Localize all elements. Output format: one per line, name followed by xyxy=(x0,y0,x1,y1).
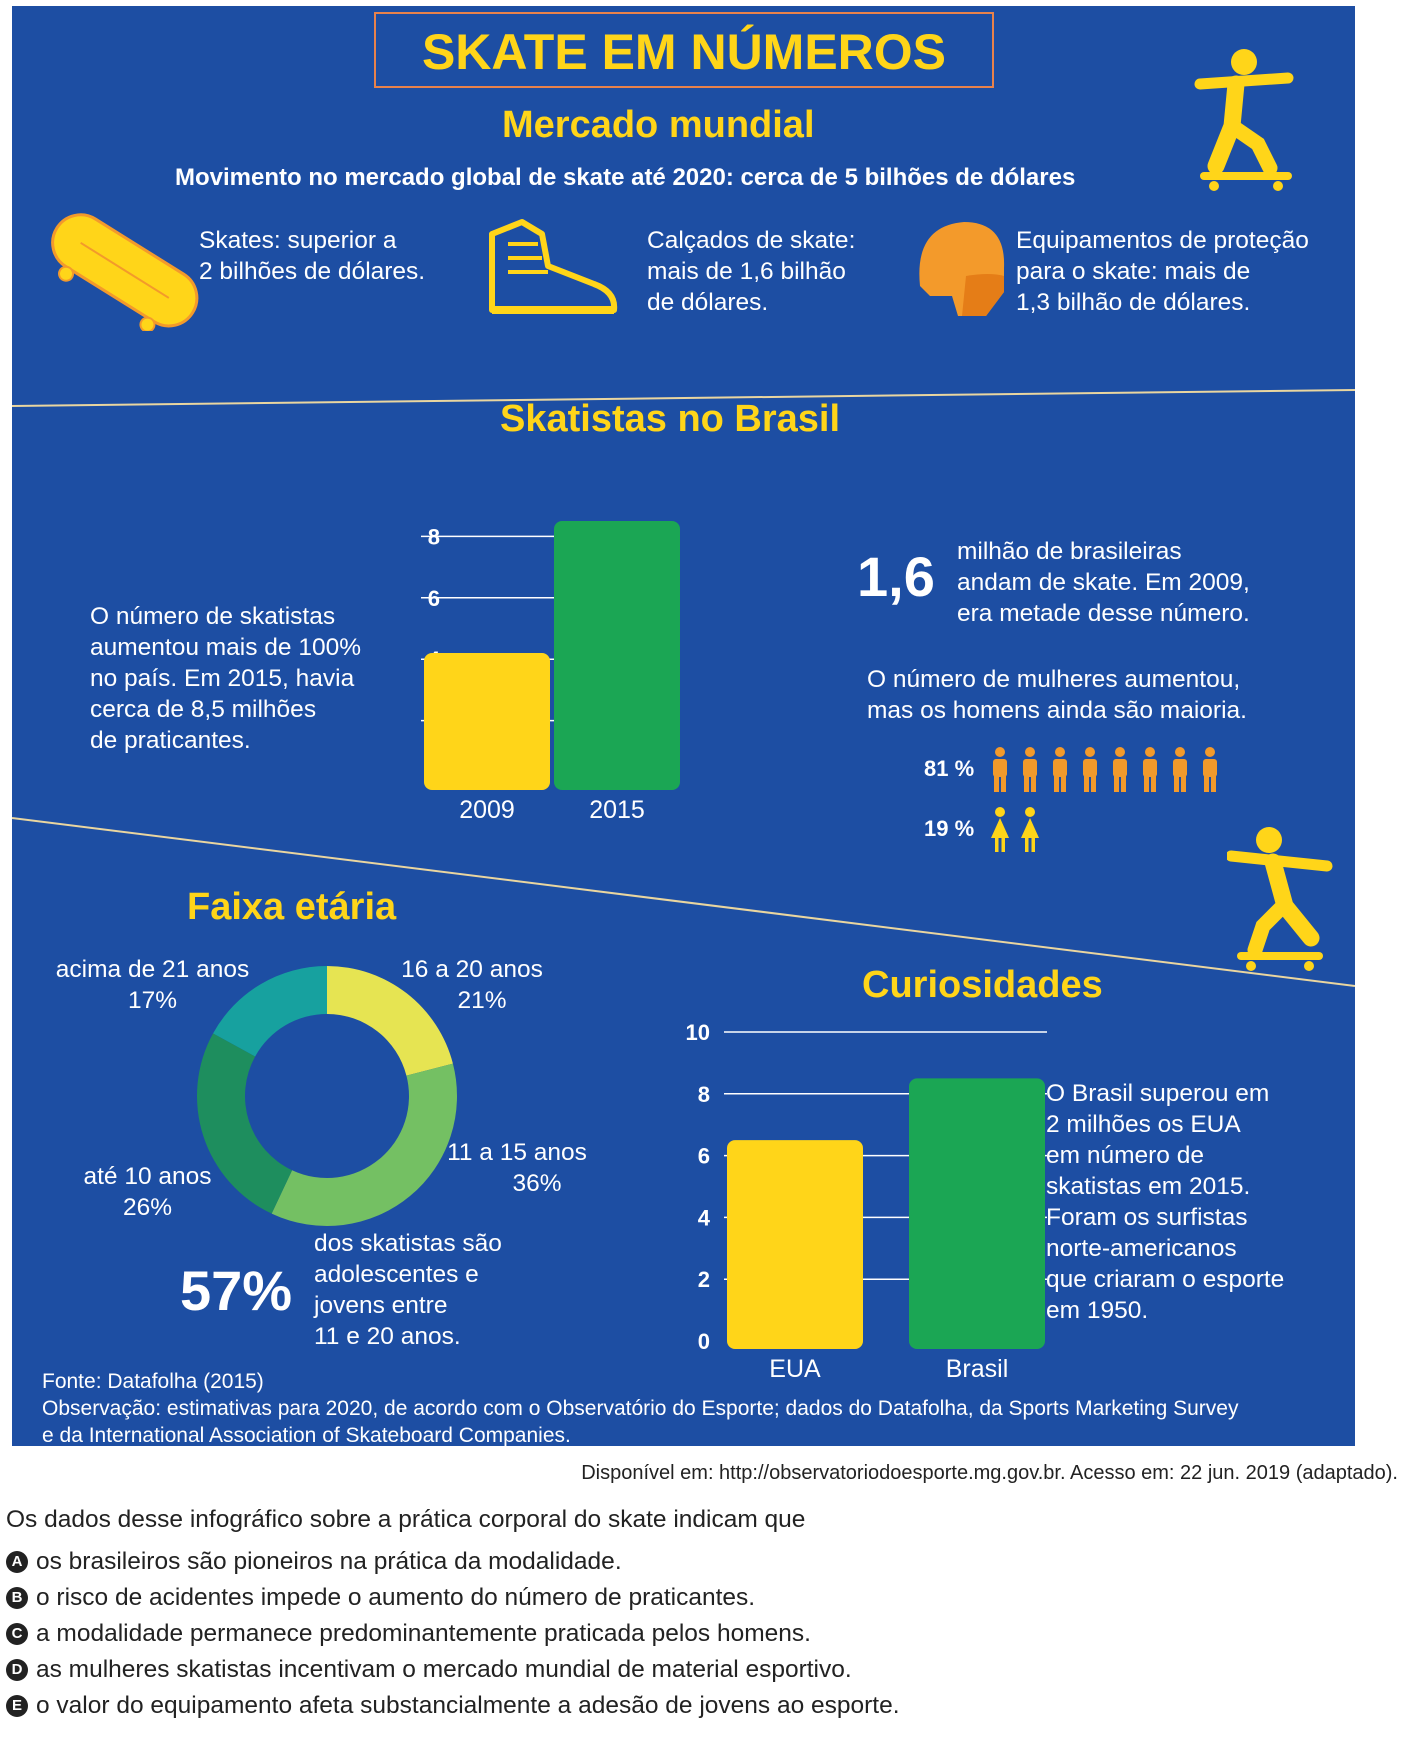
age-donut-chart xyxy=(196,966,457,1226)
shoe-icon xyxy=(489,219,618,314)
man-icon xyxy=(1083,747,1097,792)
divider xyxy=(12,389,1355,407)
brasil-bar-chart: 024681020092015 xyxy=(416,486,680,824)
obs-line-2: e da International Association of Skateb… xyxy=(42,1424,571,1446)
y-tick-label: 4 xyxy=(698,1205,711,1230)
divider-2 xyxy=(12,817,1355,987)
x-category-label: Brasil xyxy=(946,1355,1009,1383)
calcados-text: Calçados de skate: mais de 1,6 bilhão de d… xyxy=(647,227,856,316)
gender-text: O número de mulheres aumentou, mas os hom… xyxy=(867,666,1247,724)
mercado-subtitle: Movimento no mercado global de skate até… xyxy=(175,164,1076,191)
curiosidades-heading: Curiosidades xyxy=(862,964,1103,1006)
brasil-heading: Skatistas no Brasil xyxy=(500,398,841,440)
women-icons xyxy=(991,807,1039,852)
brasil-left-text: O número de skatistas aumentou mais de 10… xyxy=(90,603,362,754)
women-pct: 19 % xyxy=(924,816,975,841)
man-icon xyxy=(1203,747,1217,792)
option-text: o risco de acidentes impede o aumento do… xyxy=(36,1584,756,1611)
woman-icon xyxy=(1021,807,1039,852)
page-title: SKATE EM NÚMEROS xyxy=(421,24,947,80)
curiosidades-bar-chart: 0 2 4 6 8 10 EUA Brasil xyxy=(686,1020,1047,1383)
option-letter: E xyxy=(6,1695,28,1717)
option-text: os brasileiros são pioneiros na prática … xyxy=(36,1548,622,1575)
y-tick-label: 0 xyxy=(698,1329,710,1354)
bar-Brasil xyxy=(909,1078,1045,1349)
man-icon xyxy=(1053,747,1067,792)
donut-slice-1 xyxy=(271,1063,457,1226)
option-letter: D xyxy=(6,1659,28,1681)
women-text: milhão de brasileiras andam de skate. Em … xyxy=(957,538,1250,627)
bar-base xyxy=(554,776,680,782)
skater-icon-2 xyxy=(1227,827,1333,971)
y-tick-label: 10 xyxy=(416,486,440,488)
equipamentos-text: Equipamentos de proteção para o skate: ma… xyxy=(1016,227,1309,316)
helmet-icon xyxy=(919,222,1005,316)
men-pct: 81 % xyxy=(924,756,975,781)
footer: Fonte: Datafolha (2015) Observação: esti… xyxy=(42,1368,1238,1446)
skateboard-icon xyxy=(51,213,199,331)
obs-line-1: Observação: estimativas para 2020, de ac… xyxy=(42,1397,1239,1420)
fonte: Fonte: Datafolha (2015) xyxy=(42,1370,264,1393)
option-text: o valor do equipamento afeta substancial… xyxy=(36,1692,900,1719)
donut-slice-0 xyxy=(327,966,453,1076)
man-icon xyxy=(1143,747,1157,792)
x-category-label: 2009 xyxy=(459,796,515,824)
donut-slice-3 xyxy=(213,966,327,1057)
mercado-heading: Mercado mundial xyxy=(502,104,815,146)
big-number: 1,6 xyxy=(857,545,935,608)
big-pct: 57% xyxy=(180,1259,293,1322)
faixa-heading: Faixa etária xyxy=(187,886,397,928)
source-citation: Disponível em: http://observatoriodoespo… xyxy=(581,1462,1398,1484)
y-tick-label: 8 xyxy=(698,1082,710,1107)
label-16-20: 16 a 20 anos 21% xyxy=(401,956,543,1014)
question-text: Os dados desse infográfico sobre a práti… xyxy=(6,1506,806,1533)
infographic: SKATE EM NÚMEROS Mercado mundial Movimen… xyxy=(12,6,1355,1446)
bar-base xyxy=(424,776,550,782)
bar-EUA xyxy=(727,1140,863,1349)
option-letter: C xyxy=(6,1623,28,1645)
y-tick-label: 10 xyxy=(686,1020,710,1045)
option-letter: A xyxy=(6,1551,28,1573)
y-tick-label: 2 xyxy=(698,1267,710,1292)
man-icon xyxy=(993,747,1007,792)
label-11-15: 11 a 15 anos 36% xyxy=(447,1139,587,1197)
x-category-label: EUA xyxy=(769,1355,821,1383)
option-text: a modalidade permanece predominantemente… xyxy=(36,1620,811,1647)
man-icon xyxy=(1173,747,1187,792)
faixa-note: dos skatistas são adolescentes e jovens en… xyxy=(314,1230,502,1350)
donut-slice-2 xyxy=(196,1033,293,1214)
x-category-label: 2015 xyxy=(589,796,645,824)
y-tick-label: 6 xyxy=(698,1144,710,1169)
man-icon xyxy=(1113,747,1127,792)
woman-icon xyxy=(991,807,1009,852)
men-icons xyxy=(993,747,1217,792)
bar-base xyxy=(909,1335,1045,1341)
option-text: as mulheres skatistas incentivam o merca… xyxy=(36,1656,852,1683)
man-icon xyxy=(1023,747,1037,792)
label-acima-21: acima de 21 anos 17% xyxy=(55,956,250,1014)
curiosidades-text: O Brasil superou em 2 milhões os EUA em nú… xyxy=(1046,1080,1285,1324)
bar-2015 xyxy=(554,521,680,790)
option-letter: B xyxy=(6,1587,28,1609)
title-frame xyxy=(374,12,994,88)
bar-2009 xyxy=(424,653,550,790)
label-ate-10: até 10 anos 26% xyxy=(83,1163,212,1221)
bar-base xyxy=(727,1335,863,1341)
skater-icon xyxy=(1194,49,1294,191)
